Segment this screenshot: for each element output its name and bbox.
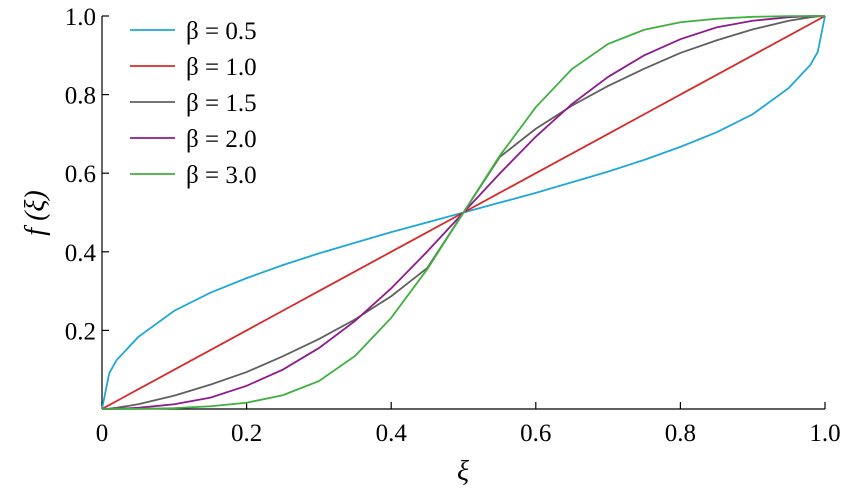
y-tick-label: 0.4 (65, 240, 97, 267)
x-tick-label: 0.4 (376, 420, 408, 447)
y-ticks: 0.2 0.4 0.6 0.8 1.0 (65, 4, 109, 345)
x-ticks: 0 0.2 0.4 0.6 0.8 1.0 (96, 402, 841, 447)
legend-label-1: β = 0.5 (186, 18, 257, 45)
y-tick-label: 0.8 (65, 83, 96, 110)
legend-label-5: β = 3.0 (186, 162, 257, 189)
x-tick-label: 0.6 (520, 420, 551, 447)
series-lines (101, 15, 826, 410)
y-tick-label: 0.6 (65, 161, 96, 188)
axes (101, 16, 825, 410)
x-tick-label: 1.0 (809, 420, 840, 447)
x-tick-label: 0.8 (665, 420, 696, 447)
legend-label-3: β = 1.5 (186, 90, 257, 117)
legend-label-4: β = 2.0 (186, 126, 257, 153)
y-axis-title: f (ξ) (20, 190, 51, 235)
series-line-5 (102, 15, 825, 410)
legend: β = 0.5 β = 1.0 β = 1.5 β = 2.0 β = 3.0 (130, 18, 257, 189)
x-tick-label: 0.2 (231, 420, 262, 447)
y-tick-label: 0.2 (65, 318, 96, 345)
x-axis-title: ξ (457, 456, 469, 487)
x-tick-label: 0 (96, 420, 109, 447)
y-tick-label: 1.0 (65, 4, 96, 31)
legend-label-2: β = 1.0 (186, 54, 257, 81)
